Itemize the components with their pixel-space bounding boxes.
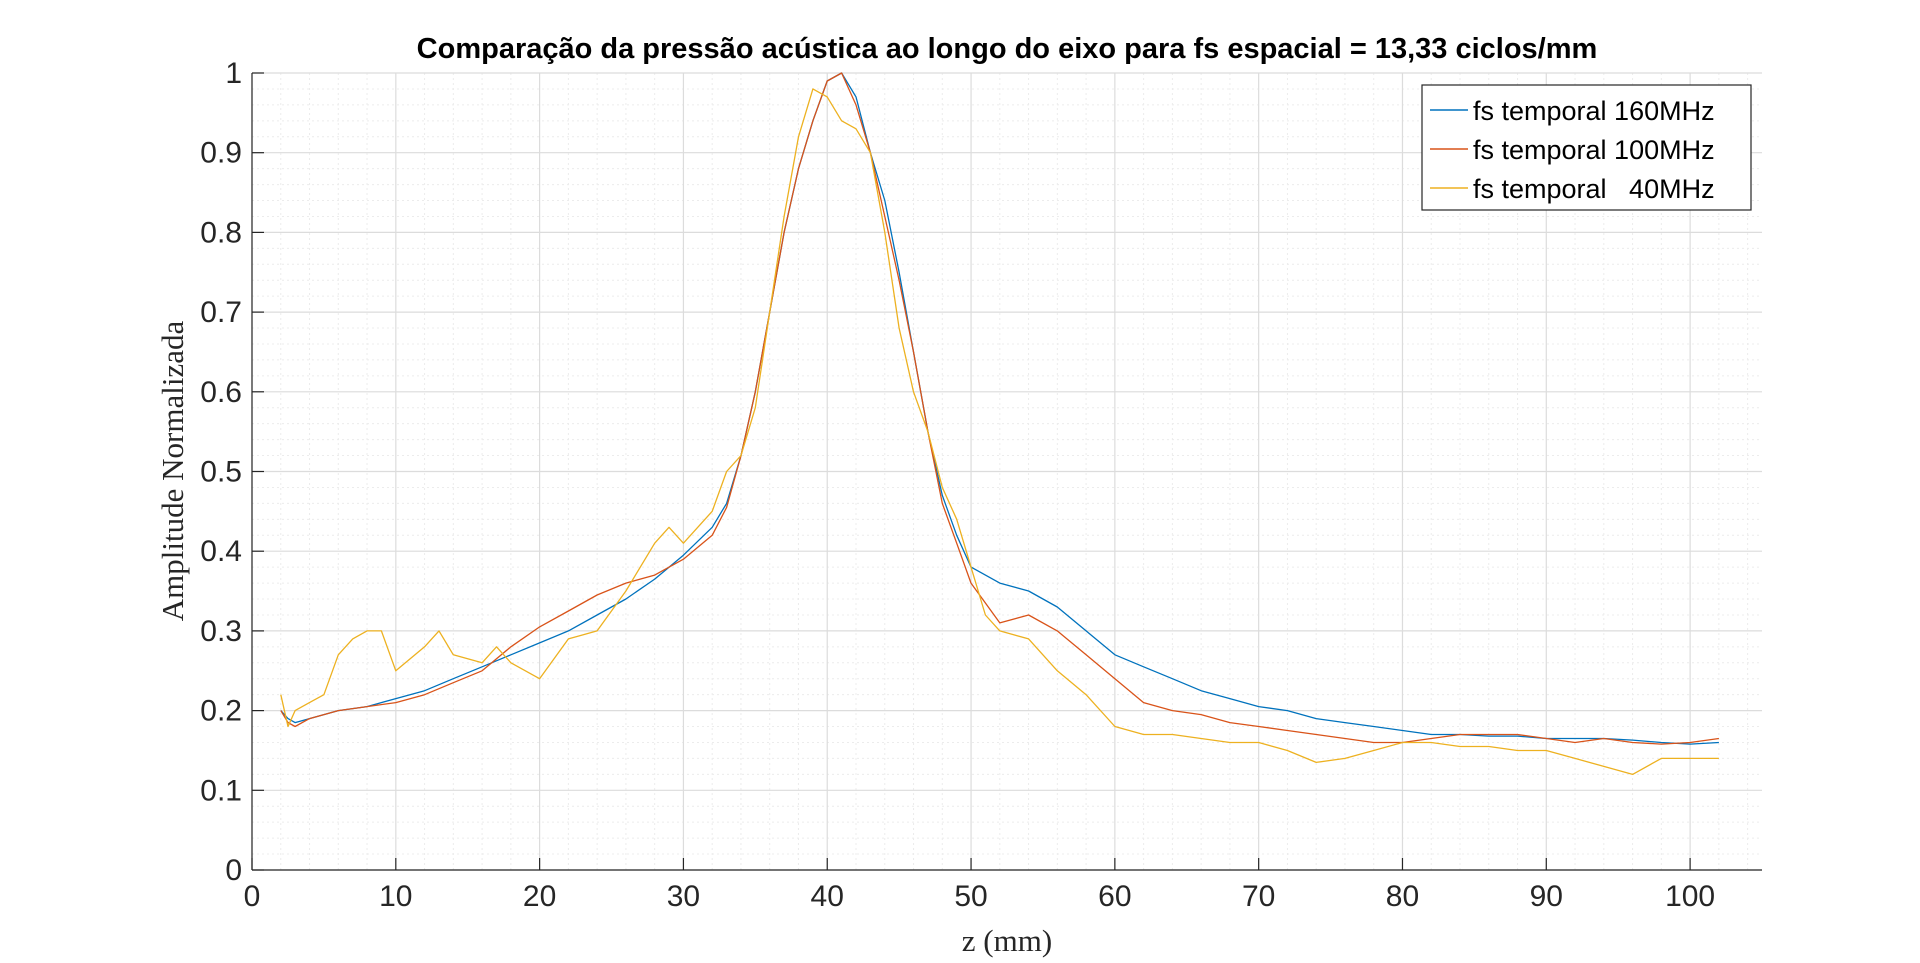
tick-labels: 0 10 20 30 40 50 60 70 80 90 100 0 0.1 0.2 0.3 0.4 0.5 0.… — [200, 57, 1715, 913]
y-tick-label: 0.9 — [200, 137, 242, 170]
chart-title: Comparação da pressão acústica ao longo … — [417, 33, 1598, 65]
minor-grid — [252, 73, 1762, 870]
y-tick-label: 0.3 — [200, 615, 242, 648]
legend-box — [1421, 84, 1752, 211]
series-line-2 — [280, 72, 1719, 745]
legend: fs temporal 160MHz fs temporal 100MHz fs t… — [1421, 84, 1752, 211]
x-tick-label: 10 — [379, 880, 412, 913]
legend-label-1: fs temporal 160MHz — [1473, 96, 1715, 126]
y-tick-label: 0.6 — [200, 376, 242, 409]
x-tick-label: 100 — [1665, 880, 1715, 913]
legend-label-2: fs temporal 100MHz — [1473, 135, 1715, 165]
y-tick-label: 0.7 — [200, 296, 242, 329]
y-tick-label: 0.1 — [200, 774, 242, 807]
major-grid — [251, 72, 1762, 871]
y-tick-label: 0 — [225, 854, 242, 887]
x-tick-label: 70 — [1242, 880, 1275, 913]
x-tick-label: 0 — [244, 880, 261, 913]
y-tick-label: 0.8 — [200, 216, 242, 249]
series-layer — [280, 72, 1719, 776]
x-axis-label: z (mm) — [962, 923, 1052, 958]
x-tick-label: 90 — [1530, 880, 1563, 913]
y-tick-label: 0.5 — [200, 456, 242, 489]
x-tick-label: 50 — [954, 880, 987, 913]
x-tick-label: 80 — [1386, 880, 1419, 913]
axes — [251, 72, 1762, 871]
y-tick-label: 1 — [225, 57, 242, 90]
legend-label-3: fs temporal 40MHz — [1473, 174, 1715, 204]
x-tick-label: 30 — [667, 880, 700, 913]
x-tick-label: 40 — [811, 880, 844, 913]
y-tick-label: 0.2 — [200, 695, 242, 728]
x-tick-label: 60 — [1098, 880, 1131, 913]
y-tick-label: 0.4 — [200, 535, 242, 568]
y-axis-label: Amplitude Normalizada — [155, 321, 190, 622]
series-line-3 — [280, 88, 1719, 776]
x-tick-label: 20 — [523, 880, 556, 913]
